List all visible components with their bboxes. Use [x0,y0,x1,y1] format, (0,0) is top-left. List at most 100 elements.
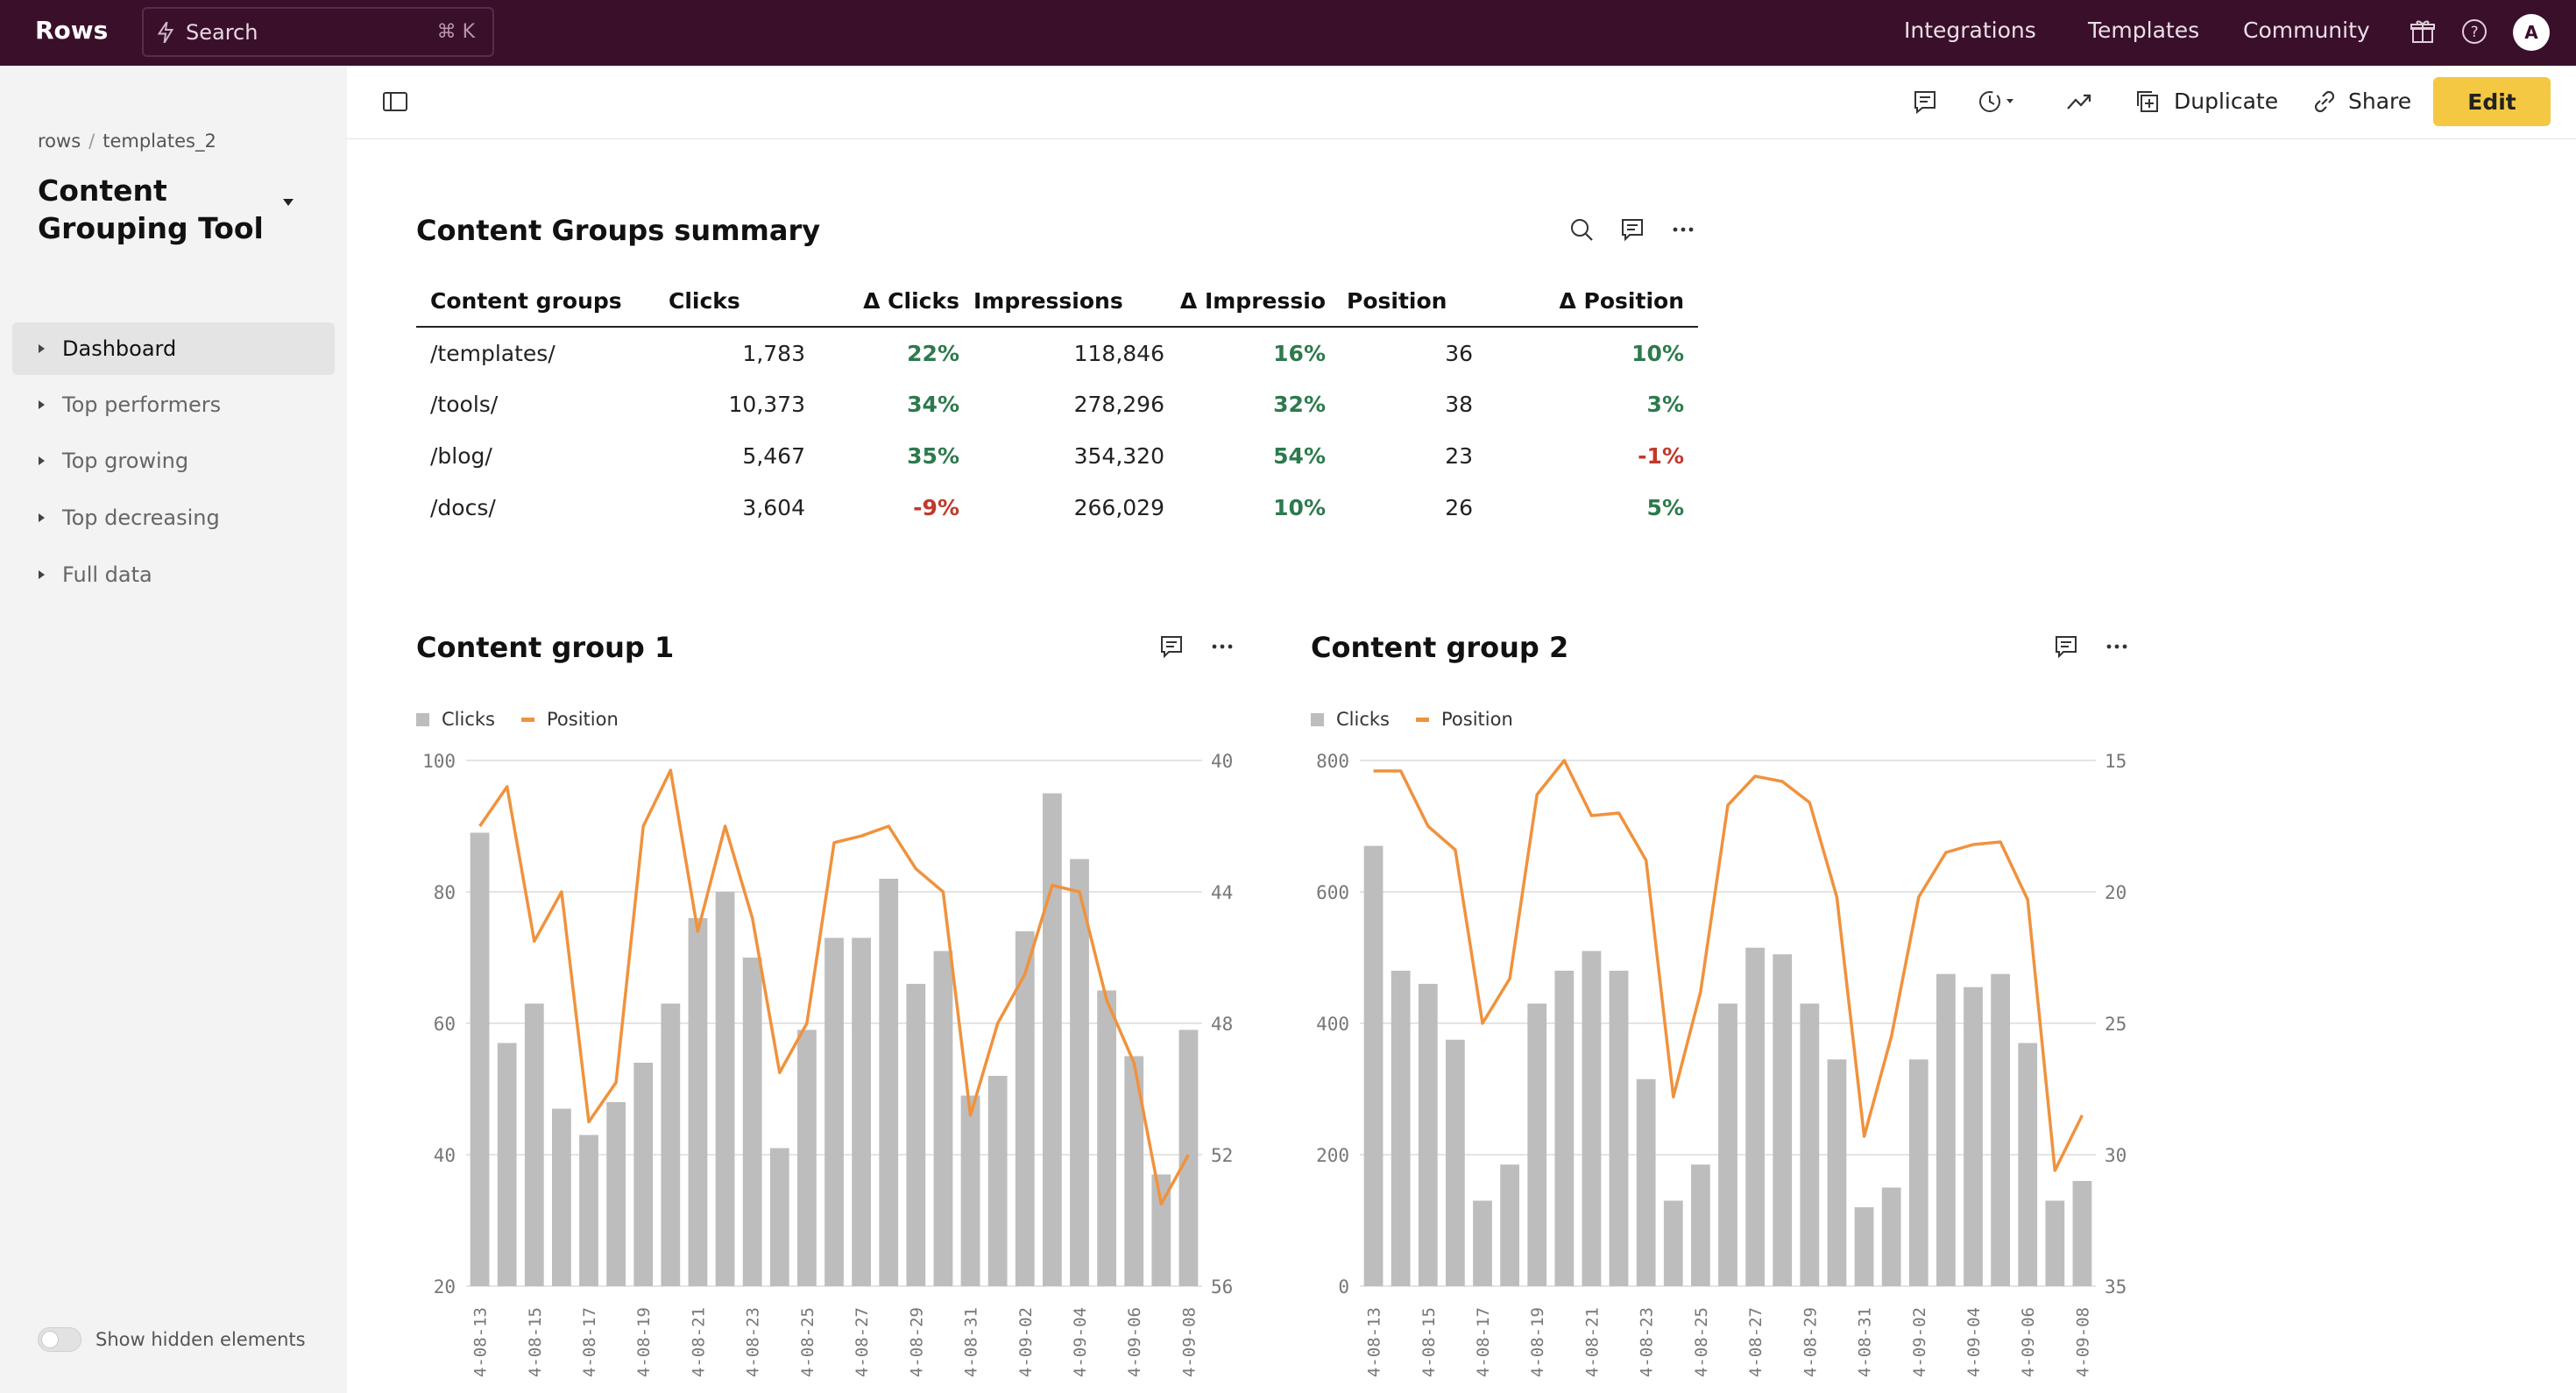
bar [1582,951,1602,1286]
delta-impressions-cell[interactable]: 10% [1273,495,1326,520]
position-cell[interactable]: 26 [1445,495,1473,520]
sidebar-toggle-icon[interactable] [380,87,410,117]
x-tick-label: 4-09-08 [2073,1307,2092,1377]
bar [470,832,490,1286]
bar [661,1003,681,1286]
group-cell[interactable]: /tools/ [430,392,499,417]
sidebar-item-top-growing[interactable]: Top growing [12,435,335,487]
more-options-icon[interactable] [1208,633,1236,661]
table-row[interactable]: /tools/ 10,373 34% 278,296 32% 38 3% [416,378,1698,430]
sidebar-item-top-performers[interactable]: Top performers [12,378,335,431]
x-tick-label: 4-09-04 [1964,1307,1984,1377]
delta-impressions-cell[interactable]: 16% [1273,340,1326,366]
bar [1718,1003,1737,1286]
search-icon[interactable] [1568,216,1596,244]
nav-integrations[interactable]: Integrations [1904,18,2036,43]
toggle-knob [41,1331,59,1348]
user-avatar[interactable]: A [2513,14,2550,51]
x-tick-label: 4-09-02 [1910,1307,1929,1377]
comment-icon[interactable] [1910,87,1940,117]
share-button[interactable]: Share [2348,88,2412,114]
delta-clicks-cell[interactable]: -9% [913,495,959,520]
legend-label-clicks: Clicks [1336,709,1390,730]
column-header[interactable]: Δ Impressio [1164,276,1329,328]
delta-position-cell[interactable]: 3% [1646,392,1684,417]
bar [1773,954,1793,1286]
column-header[interactable]: Clicks [669,276,805,328]
breadcrumb-folder[interactable]: templates_2 [103,131,216,152]
expand-caret-icon[interactable] [39,344,45,353]
y-tick-label-left: 600 [1316,882,1349,903]
more-options-icon[interactable] [1669,216,1697,244]
sidebar-item-top-decreasing[interactable]: Top decreasing [12,491,335,544]
impressions-cell[interactable]: 354,320 [1073,443,1164,469]
column-header[interactable]: Position [1329,276,1487,328]
delta-impressions-cell[interactable]: 32% [1273,392,1326,417]
comment-icon[interactable] [1157,633,1185,661]
column-header[interactable]: Δ Position [1487,276,1698,328]
impressions-cell[interactable]: 118,846 [1073,340,1164,366]
clicks-cell[interactable]: 10,373 [728,392,805,417]
bar [1854,1207,1874,1286]
table-row[interactable]: /docs/ 3,604 -9% 266,029 10% 26 5% [416,482,1698,534]
column-header[interactable]: Impressions [973,276,1164,328]
x-tick-label: 4-09-06 [2019,1307,2038,1377]
position-cell[interactable]: 36 [1445,340,1473,366]
bar [688,918,708,1286]
rows-logo[interactable]: Rows [35,16,109,45]
x-tick-label: 4-08-31 [962,1307,981,1377]
bolt-icon [158,21,173,43]
delta-position-cell[interactable]: 5% [1646,495,1684,520]
delta-position-cell[interactable]: 10% [1631,340,1684,366]
sidebar-item-dashboard[interactable]: Dashboard [12,322,335,375]
delta-clicks-cell[interactable]: 35% [907,443,959,469]
impressions-cell[interactable]: 278,296 [1073,392,1164,417]
group-cell[interactable]: /blog/ [430,443,492,469]
clicks-cell[interactable]: 5,467 [742,443,805,469]
document-title[interactable]: Content Grouping Tool [38,173,264,245]
title-caret-icon[interactable] [283,199,294,206]
expand-caret-icon[interactable] [39,513,45,522]
delta-clicks-cell[interactable]: 34% [907,392,959,417]
y-tick-label-left: 200 [1316,1145,1349,1166]
table-row[interactable]: /blog/ 5,467 35% 354,320 54% 23 -1% [416,430,1698,482]
bar [1446,1039,1465,1286]
column-header[interactable]: Content groups [416,276,669,328]
bar [987,1076,1008,1286]
history-icon[interactable] [1975,87,2019,117]
impressions-cell[interactable]: 266,029 [1073,495,1164,520]
duplicate-icon[interactable] [2133,87,2162,117]
bar [715,892,735,1286]
more-options-icon[interactable] [2103,633,2131,661]
trend-icon[interactable] [2064,87,2094,117]
y-tick-label-right: 44 [1211,882,1233,903]
breadcrumb-root[interactable]: rows [38,131,81,152]
link-icon[interactable] [2310,87,2339,117]
group-cell[interactable]: /templates/ [430,340,556,366]
group-cell[interactable]: /docs/ [430,495,496,520]
column-header[interactable]: Δ Clicks [805,276,973,328]
edit-button[interactable]: Edit [2433,77,2551,126]
delta-position-cell[interactable]: -1% [1638,443,1684,469]
comment-icon[interactable] [1618,216,1646,244]
sidebar-item-full-data[interactable]: Full data [12,548,335,601]
expand-caret-icon[interactable] [39,570,45,579]
duplicate-button[interactable]: Duplicate [2174,88,2279,114]
expand-caret-icon[interactable] [39,456,45,465]
delta-impressions-cell[interactable]: 54% [1273,443,1326,469]
help-icon[interactable]: ? [2460,18,2488,46]
nav-community[interactable]: Community [2243,18,2370,43]
clicks-cell[interactable]: 3,604 [742,495,805,520]
position-cell[interactable]: 23 [1445,443,1473,469]
table-row[interactable]: /templates/ 1,783 22% 118,846 16% 36 10% [416,327,1698,378]
show-hidden-toggle[interactable] [38,1327,81,1352]
clicks-cell[interactable]: 1,783 [742,340,805,366]
expand-caret-icon[interactable] [39,400,45,409]
comment-icon[interactable] [2052,633,2080,661]
search-box[interactable]: Search ⌘ K [142,7,494,57]
gift-icon[interactable] [2409,18,2437,46]
nav-templates[interactable]: Templates [2088,18,2200,43]
delta-clicks-cell[interactable]: 22% [907,340,959,366]
position-cell[interactable]: 38 [1445,392,1473,417]
y-tick-label-right: 56 [1211,1276,1233,1298]
